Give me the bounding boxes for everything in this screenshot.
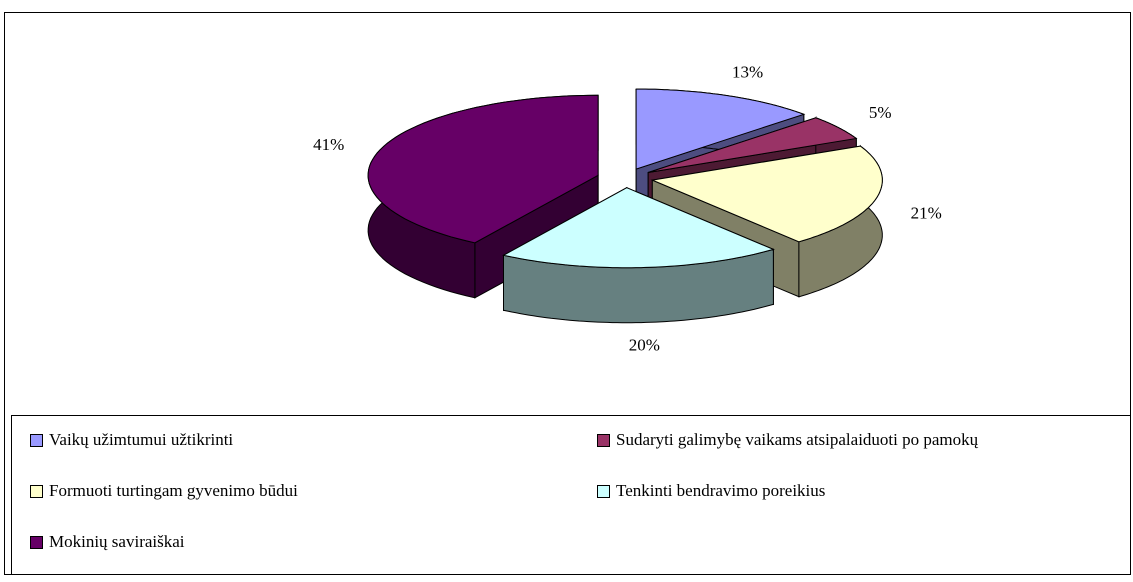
- legend-label: Sudaryti galimybę vaikams atsipalaiduoti…: [616, 430, 979, 449]
- legend-label: Vaikų užimtumui užtikrinti: [49, 430, 233, 449]
- data-label: 5%: [869, 103, 892, 122]
- data-label: 20%: [629, 335, 660, 354]
- data-label: 41%: [313, 135, 344, 154]
- legend-swatch: [30, 434, 43, 447]
- pie-slice: [635, 88, 806, 170]
- pie-slice: [648, 117, 858, 174]
- legend-box: [11, 415, 1131, 575]
- data-label: 21%: [911, 204, 942, 223]
- pie-slice: [650, 145, 883, 243]
- legend-label: Tenkinti bendravimo poreikius: [616, 481, 825, 500]
- pie-slice: [502, 187, 775, 269]
- pie-slice: [367, 94, 599, 244]
- legend-swatch: [597, 434, 610, 447]
- legend-swatch: [30, 536, 43, 549]
- legend-label: Formuoti turtingam gyvenimo būdui: [49, 481, 298, 500]
- legend-label: Mokinių saviraiškai: [49, 532, 185, 551]
- data-label: 13%: [732, 63, 763, 82]
- legend-swatch: [597, 485, 610, 498]
- legend-swatch: [30, 485, 43, 498]
